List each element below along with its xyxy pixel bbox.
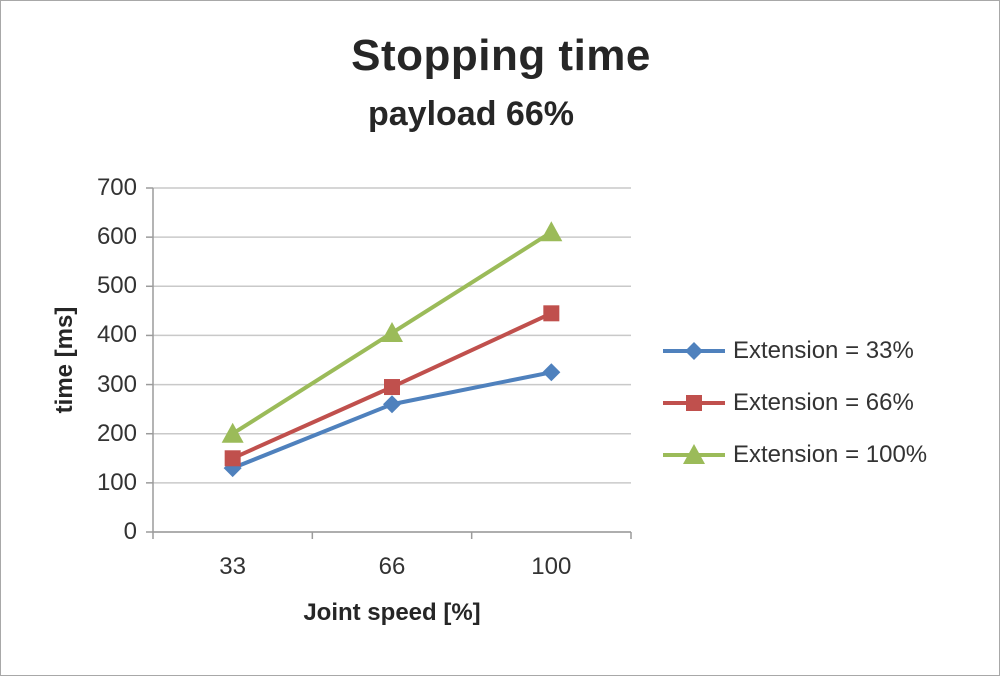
legend-item: Extension = 33% — [661, 337, 927, 365]
y-tick-label: 0 — [123, 518, 137, 545]
y-tick-label: 700 — [96, 174, 137, 201]
legend: Extension = 33% Extension = 66% Extensio… — [661, 337, 927, 469]
legend-label: Extension = 100% — [733, 441, 928, 468]
legend-label: Extension = 33% — [733, 337, 914, 364]
y-tick-label: 100 — [96, 468, 137, 496]
y-tick-label: 300 — [96, 370, 137, 398]
x-tick-label: 33 — [219, 553, 246, 580]
series-1-marker-icon — [663, 395, 725, 411]
y-tick-label: 500 — [96, 272, 137, 300]
x-axis-label: Joint speed [%] — [303, 599, 481, 626]
y-tick-label: 600 — [96, 223, 137, 251]
legend-item: Extension = 100% — [661, 441, 927, 469]
chart-title: Stopping time — [351, 31, 651, 80]
legend-label: Extension = 66% — [733, 389, 914, 416]
y-tick-label: 400 — [96, 321, 137, 349]
x-tick-label: 66 — [378, 553, 406, 580]
y-tick-label: 200 — [96, 419, 137, 447]
legend-item: Extension = 66% — [661, 389, 927, 417]
x-tick-label: 100 — [531, 553, 572, 580]
series-0-marker-icon — [663, 342, 725, 360]
chart-subtitle: payload 66% — [368, 95, 574, 133]
series-2-marker-icon — [663, 444, 725, 464]
